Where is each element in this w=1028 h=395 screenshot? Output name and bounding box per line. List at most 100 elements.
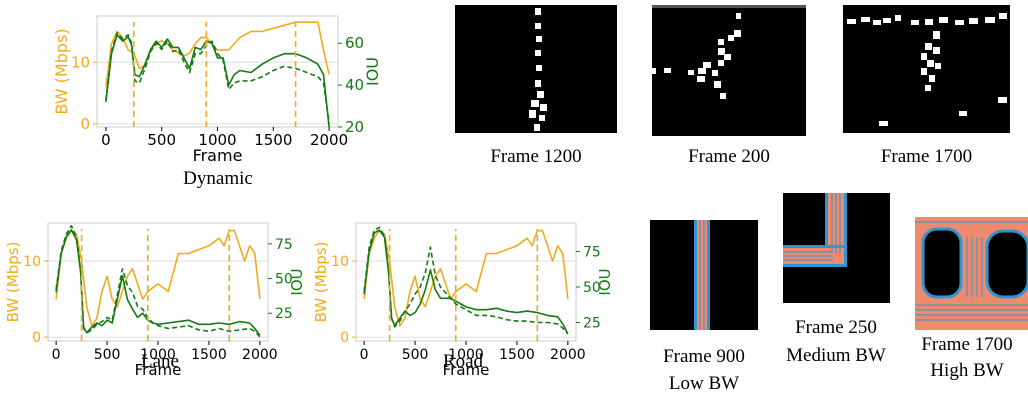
detected-object: [925, 43, 932, 50]
caption-road-frame-1700: Frame 1700: [921, 334, 1013, 355]
y-tick-label: 10: [71, 53, 90, 71]
detected-object: [873, 20, 881, 25]
y2-tick-label: 25: [275, 306, 293, 322]
detected-object: [861, 17, 870, 22]
thumbnail-road-frame-250: [783, 193, 890, 303]
detected-object: [537, 91, 544, 98]
detected-object: [933, 47, 940, 54]
detected-object: [531, 100, 539, 107]
detected-object: [929, 75, 935, 82]
x-tick-label: 500: [147, 131, 176, 149]
y2-tick-label: 60: [345, 34, 364, 52]
y-axis-label: BW (Mbps): [52, 28, 71, 114]
detected-object: [933, 31, 940, 39]
detected-object: [939, 17, 948, 23]
detected-object: [925, 19, 933, 25]
detected-object: [999, 13, 1007, 19]
detected-object: [697, 76, 705, 82]
y2-tick-label: 25: [583, 316, 601, 332]
x-tick-label: 1500: [499, 347, 535, 363]
x-axis-label: Frame: [193, 146, 243, 165]
detected-object: [728, 35, 734, 41]
detected-object: [535, 23, 541, 29]
detected-object: [703, 62, 711, 68]
y-tick-label: 10: [331, 254, 349, 270]
detected-object: [955, 20, 964, 25]
y-axis-label: BW (Mbps): [312, 242, 330, 323]
detected-object: [921, 68, 927, 75]
x-tick-label: 2000: [550, 347, 586, 363]
caption-dynamic-frame-200: Frame 200: [688, 146, 770, 167]
x-tick-label: 500: [94, 347, 121, 363]
subcaption-road-frame-1700: High BW: [930, 360, 1004, 381]
detected-object: [534, 124, 540, 131]
bandwidth-line: [55, 229, 261, 327]
x-tick-label: 0: [52, 347, 61, 363]
detected-object: [539, 115, 545, 121]
y2-tick-label: 50: [583, 280, 601, 296]
road-background: [921, 227, 963, 299]
thumbnail-road-frame-900: [650, 220, 758, 330]
chart-dynamic: 0 500 1000 1500 2000 0 10 20 40 60 Frame BW (Mbps) I…: [52, 15, 382, 165]
x-tick-label: 1000: [448, 347, 484, 363]
y-tick-label: 0: [340, 330, 349, 346]
x-tick-label: 0: [101, 131, 111, 149]
detected-object: [998, 97, 1007, 103]
y2-axis-label: IOU: [363, 57, 382, 86]
detected-object: [536, 65, 542, 71]
x-tick-label: 500: [402, 347, 429, 363]
detected-object: [720, 93, 726, 99]
iou-line-dashed: [105, 31, 330, 123]
y-axis-label: BW (Mbps): [4, 242, 22, 323]
detected-object: [959, 111, 967, 116]
detected-object: [540, 104, 547, 111]
caption-dynamic-frame-1200: Frame 1200: [490, 146, 582, 167]
detected-object: [714, 81, 721, 88]
detected-object: [911, 20, 919, 25]
chart-title-dynamic: Dynamic: [183, 168, 253, 189]
subcaption-road-frame-250: Medium BW: [786, 345, 886, 366]
y2-tick-label: 75: [275, 237, 293, 253]
y-tick-label: 0: [32, 330, 41, 346]
road-background: [985, 229, 1028, 299]
y-tick-label: 10: [23, 254, 41, 270]
thumbnail-dynamic-frame-1700: [843, 5, 1010, 133]
detected-object: [921, 53, 927, 60]
detected-object: [536, 36, 542, 42]
detected-object: [712, 70, 718, 76]
caption-road-frame-250: Frame 250: [795, 317, 877, 338]
detected-object: [718, 60, 724, 66]
detected-object: [895, 15, 901, 21]
chart-title-road: Road: [442, 351, 484, 372]
y2-tick-label: 40: [345, 76, 364, 94]
detected-object: [879, 121, 888, 126]
y-tick-label: 0: [80, 115, 90, 133]
bandwidth-line: [105, 21, 330, 88]
road-lane: [697, 220, 707, 330]
caption-dynamic-frame-1700: Frame 1700: [880, 146, 973, 167]
x-tick-label: 1000: [140, 347, 176, 363]
y2-axis-label: IOU: [288, 268, 306, 295]
detected-object: [734, 30, 741, 37]
detected-object: [736, 13, 741, 19]
detected-object: [925, 85, 931, 91]
x-tick-label: 1500: [254, 131, 292, 149]
detected-object: [535, 50, 541, 56]
y2-tick-label: 75: [583, 244, 601, 260]
detected-object: [883, 18, 891, 23]
detected-object: [652, 68, 656, 74]
thumbnail-dynamic-frame-200: [652, 5, 806, 136]
x-tick-label: 1000: [198, 131, 236, 149]
x-tick-label: 2000: [310, 131, 348, 149]
caption-road-frame-900: Frame 900: [663, 346, 745, 367]
x-tick-label: 1500: [191, 347, 227, 363]
detected-object: [718, 48, 725, 55]
x-tick-label: 0: [360, 347, 369, 363]
detected-object: [535, 80, 541, 87]
subcaption-road-frame-900: Low BW: [668, 373, 740, 394]
detected-object: [985, 17, 995, 23]
y2-tick-label: 20: [345, 118, 364, 136]
detected-object: [847, 19, 856, 24]
